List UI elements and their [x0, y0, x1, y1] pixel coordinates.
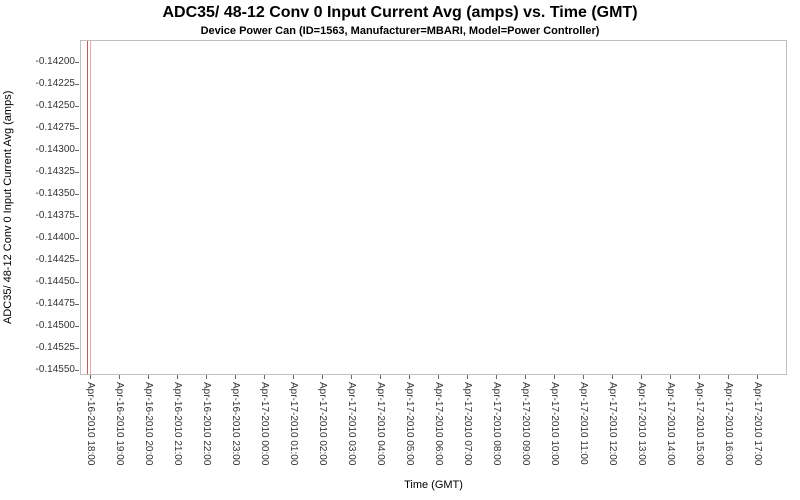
- x-tick-mark: [148, 375, 149, 379]
- x-tick-label: Apr-17-2010 01:00: [288, 382, 299, 466]
- x-tick-label: Apr-16-2010 18:00: [85, 382, 96, 466]
- y-tick-mark: [75, 238, 79, 239]
- y-tick-mark: [75, 348, 79, 349]
- y-tick-mark: [75, 282, 79, 283]
- x-tick-label: Apr-16-2010 20:00: [143, 382, 154, 466]
- x-tick-label: Apr-17-2010 10:00: [549, 382, 560, 466]
- y-tick-label: -0.14300: [35, 144, 75, 155]
- x-tick-mark: [467, 375, 468, 379]
- x-tick-mark: [351, 375, 352, 379]
- x-tick-label: Apr-17-2010 17:00: [752, 382, 763, 466]
- y-tick-mark: [75, 106, 79, 107]
- x-tick-mark: [293, 375, 294, 379]
- x-tick-mark: [728, 375, 729, 379]
- x-tick-mark: [380, 375, 381, 379]
- x-tick-label: Apr-16-2010 19:00: [114, 382, 125, 466]
- y-tick-mark: [75, 62, 79, 63]
- data-series-spike: [89, 41, 91, 374]
- x-tick-label: Apr-17-2010 15:00: [694, 382, 705, 466]
- x-tick-label: Apr-16-2010 23:00: [230, 382, 241, 466]
- plot-area: [80, 40, 787, 375]
- x-tick-label: Apr-17-2010 16:00: [723, 382, 734, 466]
- x-tick-label: Apr-17-2010 00:00: [259, 382, 270, 466]
- x-tick-label: Apr-17-2010 06:00: [433, 382, 444, 466]
- x-tick-label: Apr-16-2010 21:00: [172, 382, 183, 466]
- x-tick-label: Apr-17-2010 03:00: [346, 382, 357, 466]
- y-tick-label: -0.14450: [35, 276, 75, 287]
- y-tick-label: -0.14350: [35, 188, 75, 199]
- y-tick-label: -0.14550: [35, 364, 75, 375]
- x-tick-mark: [322, 375, 323, 379]
- x-tick-mark: [177, 375, 178, 379]
- x-tick-mark: [235, 375, 236, 379]
- x-tick-label: Apr-17-2010 07:00: [462, 382, 473, 466]
- y-tick-mark: [75, 194, 79, 195]
- x-tick-label: Apr-17-2010 04:00: [375, 382, 386, 466]
- y-tick-label: -0.14200: [35, 56, 75, 67]
- x-tick-label: Apr-17-2010 05:00: [404, 382, 415, 466]
- y-tick-mark: [75, 304, 79, 305]
- x-tick-mark: [119, 375, 120, 379]
- x-tick-label: Apr-17-2010 08:00: [491, 382, 502, 466]
- x-tick-mark: [670, 375, 671, 379]
- x-tick-label: Apr-17-2010 02:00: [317, 382, 328, 466]
- x-tick-label: Apr-17-2010 12:00: [607, 382, 618, 466]
- y-tick-label: -0.14500: [35, 320, 75, 331]
- y-tick-label: -0.14400: [35, 232, 75, 243]
- y-tick-label: -0.14275: [35, 122, 75, 133]
- y-tick-label: -0.14375: [35, 210, 75, 221]
- y-tick-label: -0.14225: [35, 78, 75, 89]
- x-tick-mark: [496, 375, 497, 379]
- y-tick-label: -0.14250: [35, 100, 75, 111]
- y-tick-label: -0.14525: [35, 342, 75, 353]
- x-tick-mark: [525, 375, 526, 379]
- x-tick-label: Apr-16-2010 22:00: [201, 382, 212, 466]
- y-tick-label: -0.14325: [35, 166, 75, 177]
- x-tick-label: Apr-17-2010 09:00: [520, 382, 531, 466]
- x-tick-mark: [264, 375, 265, 379]
- chart-title: ADC35/ 48-12 Conv 0 Input Current Avg (a…: [162, 4, 638, 21]
- x-tick-label: Apr-17-2010 13:00: [636, 382, 647, 466]
- x-tick-mark: [612, 375, 613, 379]
- y-tick-label: -0.14475: [35, 298, 75, 309]
- x-axis-label: Time (GMT): [404, 479, 463, 491]
- x-tick-mark: [409, 375, 410, 379]
- x-tick-mark: [757, 375, 758, 379]
- x-tick-mark: [90, 375, 91, 379]
- y-tick-mark: [75, 370, 79, 371]
- x-tick-mark: [641, 375, 642, 379]
- x-tick-label: Apr-17-2010 11:00: [578, 382, 589, 465]
- x-tick-mark: [206, 375, 207, 379]
- y-tick-mark: [75, 326, 79, 327]
- y-tick-mark: [75, 172, 79, 173]
- x-tick-mark: [554, 375, 555, 379]
- y-tick-mark: [75, 128, 79, 129]
- y-tick-mark: [75, 260, 79, 261]
- x-tick-mark: [583, 375, 584, 379]
- y-tick-mark: [75, 84, 79, 85]
- data-series-spike: [87, 41, 89, 374]
- x-tick-mark: [699, 375, 700, 379]
- x-tick-mark: [438, 375, 439, 379]
- y-tick-label: -0.14425: [35, 254, 75, 265]
- chart-subtitle: Device Power Can (ID=1563, Manufacturer=…: [200, 25, 600, 37]
- y-tick-mark: [75, 216, 79, 217]
- x-tick-label: Apr-17-2010 14:00: [665, 382, 676, 466]
- y-tick-mark: [75, 150, 79, 151]
